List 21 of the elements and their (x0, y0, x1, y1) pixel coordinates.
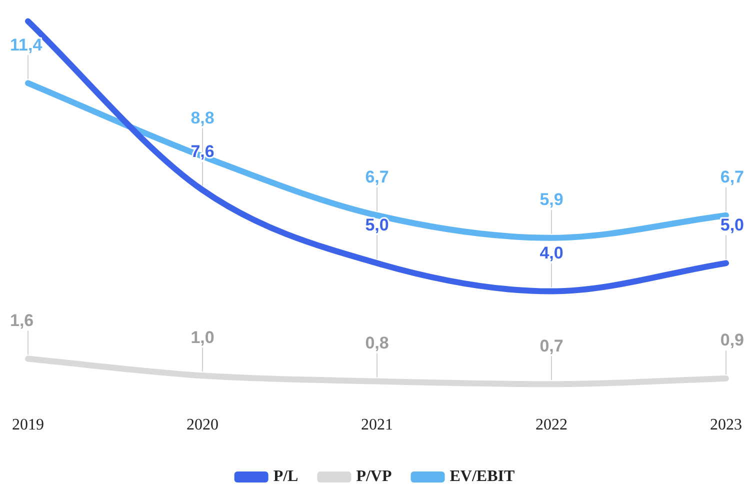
legend-label: EV/EBIT (450, 468, 516, 486)
data-label: 5,0 (720, 215, 744, 234)
data-label: 8,8 (190, 108, 214, 128)
x-tick-label: 2019 (12, 416, 44, 434)
data-label: 11,4 (10, 35, 43, 54)
data-label: 6,7 (720, 168, 744, 187)
data-label: 0,7 (540, 336, 564, 356)
data-label: 1,0 (190, 328, 214, 347)
data-label: 0,9 (720, 330, 744, 350)
data-label: 6,7 (365, 168, 389, 187)
x-tick-label: 2023 (710, 416, 742, 434)
legend-label: P/L (273, 468, 298, 486)
legend-label: P/VP (356, 468, 392, 486)
x-tick-label: 2020 (186, 416, 218, 434)
data-label: 0,8 (365, 333, 389, 352)
data-label: 5,9 (540, 190, 564, 210)
x-tick-label: 2022 (536, 416, 568, 434)
data-label: 4,0 (540, 243, 564, 262)
x-tick-label: 2021 (361, 416, 393, 434)
data-label: 1,6 (10, 310, 34, 330)
data-label: 5,0 (365, 215, 389, 234)
